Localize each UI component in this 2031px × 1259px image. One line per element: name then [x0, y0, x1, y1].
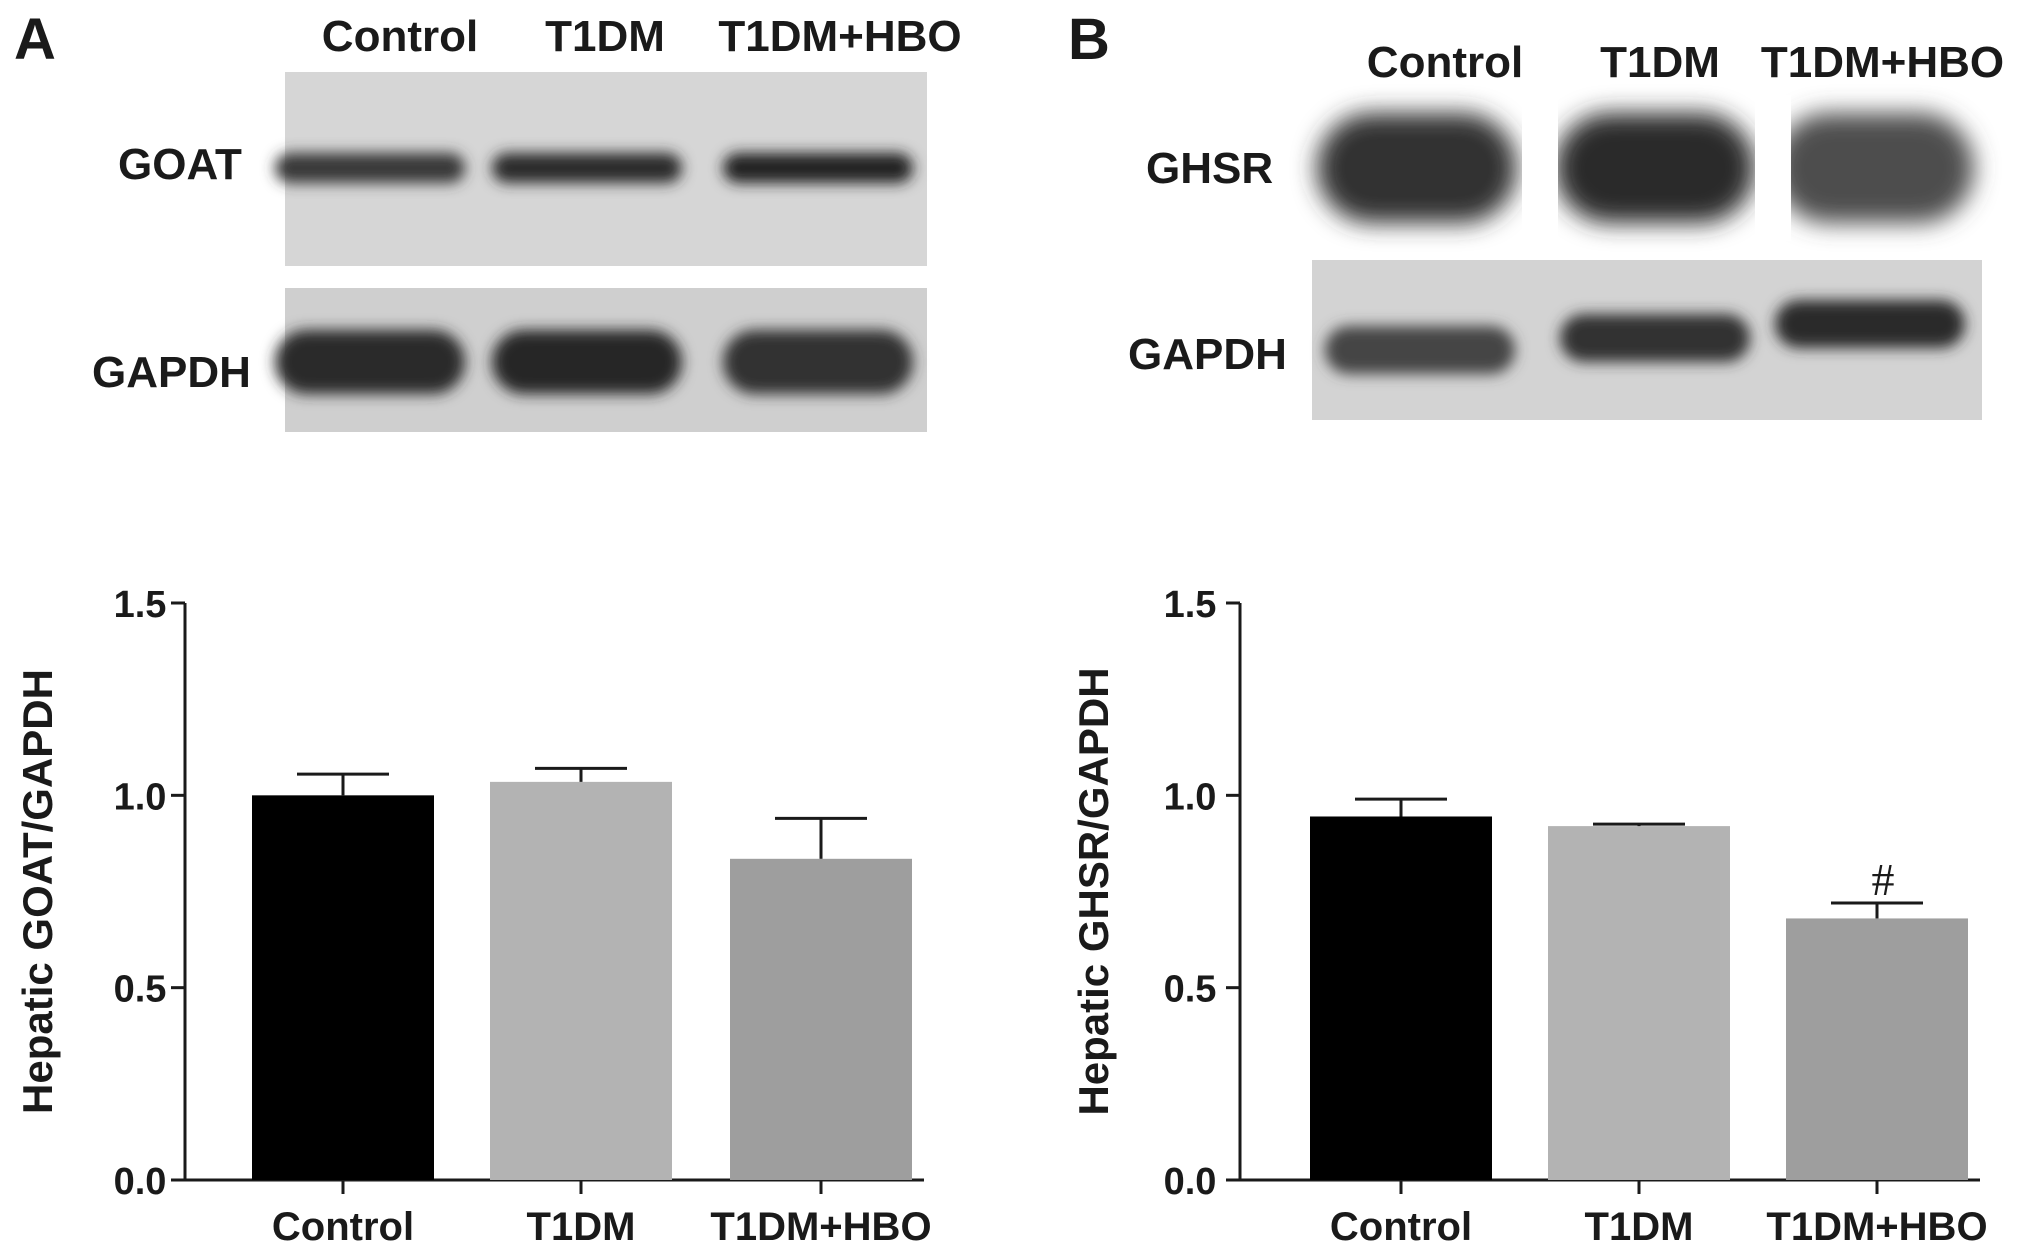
panel-b-letter: B	[1068, 7, 1110, 72]
x-tick-label: T1DM	[527, 1205, 636, 1249]
blot-a-lane-label: T1DM+HBO	[718, 12, 962, 61]
blot-band	[492, 330, 682, 394]
y-tick-label: 1.5	[1164, 584, 1217, 626]
blot-band	[275, 153, 465, 183]
y-tick-label: 1.0	[1164, 776, 1217, 818]
y-axis-title: Hepatic GOAT/GAPDH	[14, 669, 61, 1114]
blot-band	[1555, 113, 1755, 223]
blot-a-protein-label: GOAT	[118, 140, 242, 189]
blot-lane-gap	[1755, 95, 1791, 241]
y-tick-label: 0.0	[1164, 1161, 1217, 1203]
y-tick-label: 1.5	[114, 584, 167, 626]
y-axis-title: Hepatic GHSR/GAPDH	[1070, 667, 1117, 1115]
bar-chart-a: 0.0 0.5 1.0 1.5 Hepatic GOAT/GAPDH Control T1D…	[14, 584, 932, 1249]
blot-a-protein-label: GAPDH	[92, 348, 251, 397]
significance-marker: #	[1872, 854, 1895, 905]
panel-a-letter: A	[14, 7, 56, 72]
x-tick-label: T1DM	[1585, 1205, 1694, 1249]
bar	[1786, 918, 1968, 1180]
blot-b-lane-label: T1DM+HBO	[1760, 38, 2005, 87]
blot-band	[723, 153, 913, 183]
blot-band	[1325, 326, 1515, 374]
bar	[490, 781, 672, 1180]
x-tick-label: Control	[272, 1205, 414, 1249]
y-tick-label: 0.5	[1164, 969, 1217, 1011]
bar	[730, 858, 912, 1180]
bar	[1310, 816, 1492, 1180]
bar	[252, 795, 434, 1180]
blot-band	[275, 330, 465, 394]
blot-band	[1774, 113, 1974, 223]
y-tick-label: 0.5	[114, 969, 167, 1011]
blot-a-lane-label: Control	[321, 12, 479, 61]
blot-a-lane-label: T1DM	[545, 12, 665, 61]
blot-b-protein-label: GHSR	[1146, 144, 1274, 193]
blot-band	[1560, 314, 1750, 362]
bar	[1548, 826, 1730, 1180]
blot-band	[1317, 113, 1517, 223]
blot-b-lane-label: Control	[1366, 38, 1524, 87]
x-tick-label: T1DM+HBO	[710, 1205, 931, 1249]
y-tick-label: 0.0	[114, 1161, 167, 1203]
blot-lane-gap	[1522, 95, 1558, 241]
bar-chart-b: 0.0 0.5 1.0 1.5 Hepatic GHSR/GAPDH Control T1D…	[1070, 584, 1988, 1249]
blot-band	[723, 330, 913, 394]
blot-b-protein-label: GAPDH	[1128, 330, 1287, 379]
x-tick-label: T1DM+HBO	[1766, 1205, 1987, 1249]
y-tick-label: 1.0	[114, 776, 167, 818]
blot-band	[1775, 300, 1965, 348]
x-tick-label: Control	[1330, 1205, 1472, 1249]
blot-b-lane-label: T1DM	[1600, 38, 1720, 87]
blot-band	[492, 153, 682, 183]
